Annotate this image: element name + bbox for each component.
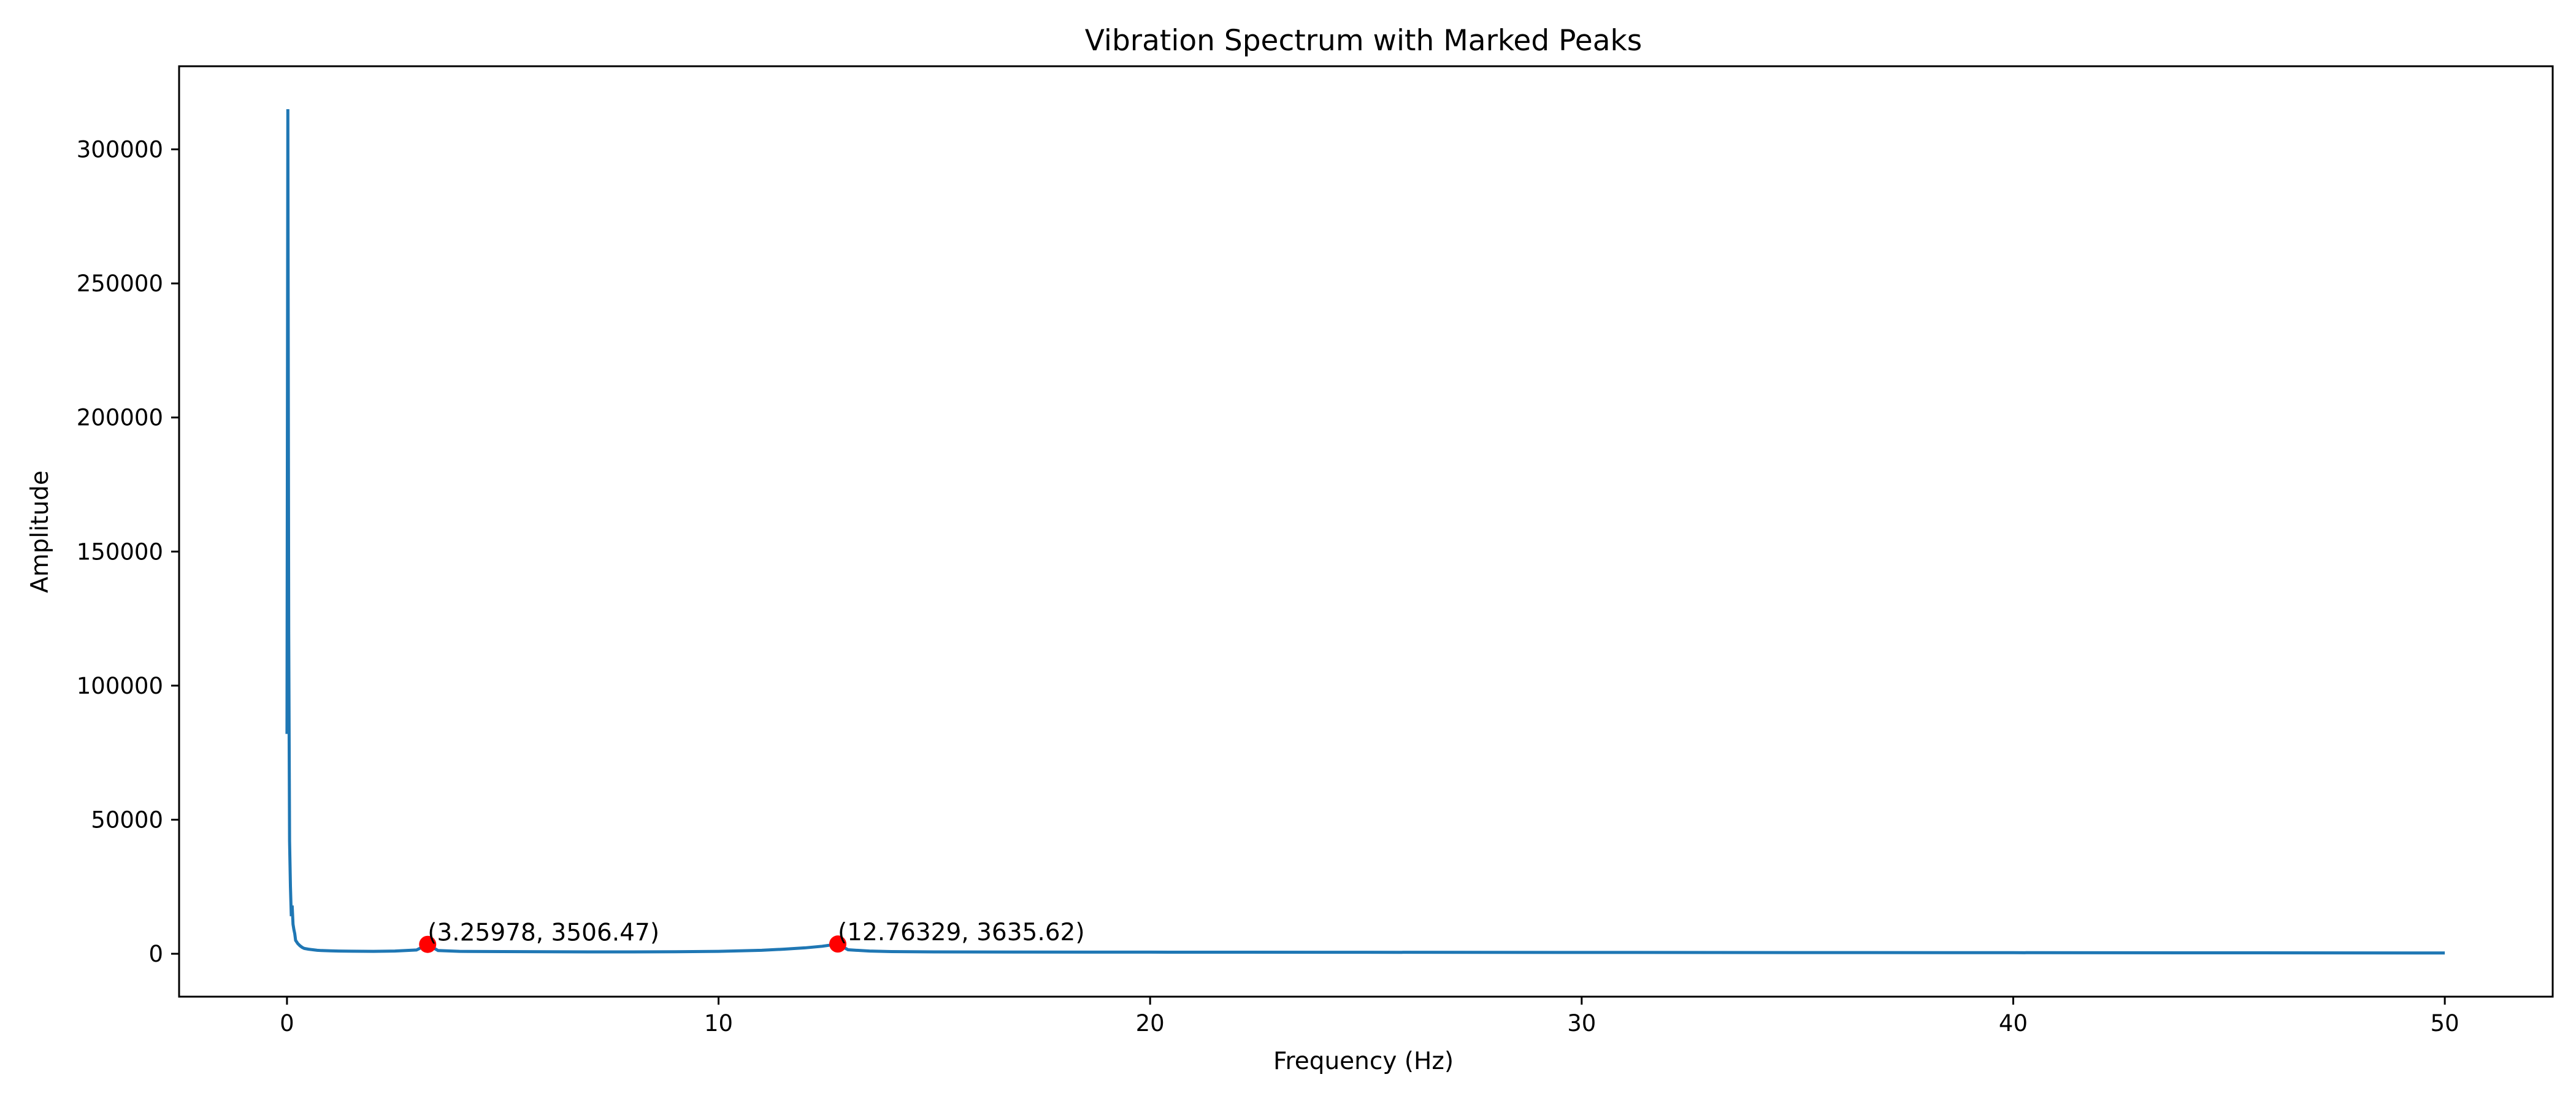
- x-tick-label: 20: [1136, 1010, 1165, 1037]
- y-tick-label: 250000: [77, 270, 163, 297]
- peak-annotations: (3.25978, 3506.47) (12.76329, 3635.62): [419, 919, 1085, 953]
- x-axis: 0 10 20 30 40 50: [280, 997, 2459, 1037]
- x-tick-label: 0: [280, 1010, 294, 1037]
- plot-area: (3.25978, 3506.47) (12.76329, 3635.62): [178, 65, 2554, 998]
- peak-label: (3.25978, 3506.47): [427, 919, 659, 947]
- x-tick-label: 30: [1567, 1010, 1596, 1037]
- y-tick-label: 150000: [77, 539, 163, 565]
- peak-marker: [829, 935, 846, 953]
- y-tick-label: 0: [148, 941, 163, 967]
- y-axis-title: Amplitude: [26, 470, 54, 593]
- y-axis: 0 50000 100000 150000 200000 250000 300000: [77, 137, 179, 967]
- y-tick-label: 100000: [77, 673, 163, 699]
- y-tick-label: 50000: [91, 807, 163, 833]
- peak-label: (12.76329, 3635.62): [838, 919, 1085, 946]
- y-tick-label: 200000: [77, 405, 163, 431]
- x-tick-label: 10: [704, 1010, 733, 1037]
- chart-title: Vibration Spectrum with Marked Peaks: [1085, 24, 1642, 58]
- x-axis-title: Frequency (Hz): [1273, 1048, 1454, 1075]
- x-tick-label: 40: [1999, 1010, 2028, 1037]
- plot-frame: [178, 65, 2554, 998]
- x-tick-label: 50: [2431, 1010, 2459, 1037]
- y-tick-label: 300000: [77, 137, 163, 163]
- peak-marker: [419, 935, 437, 953]
